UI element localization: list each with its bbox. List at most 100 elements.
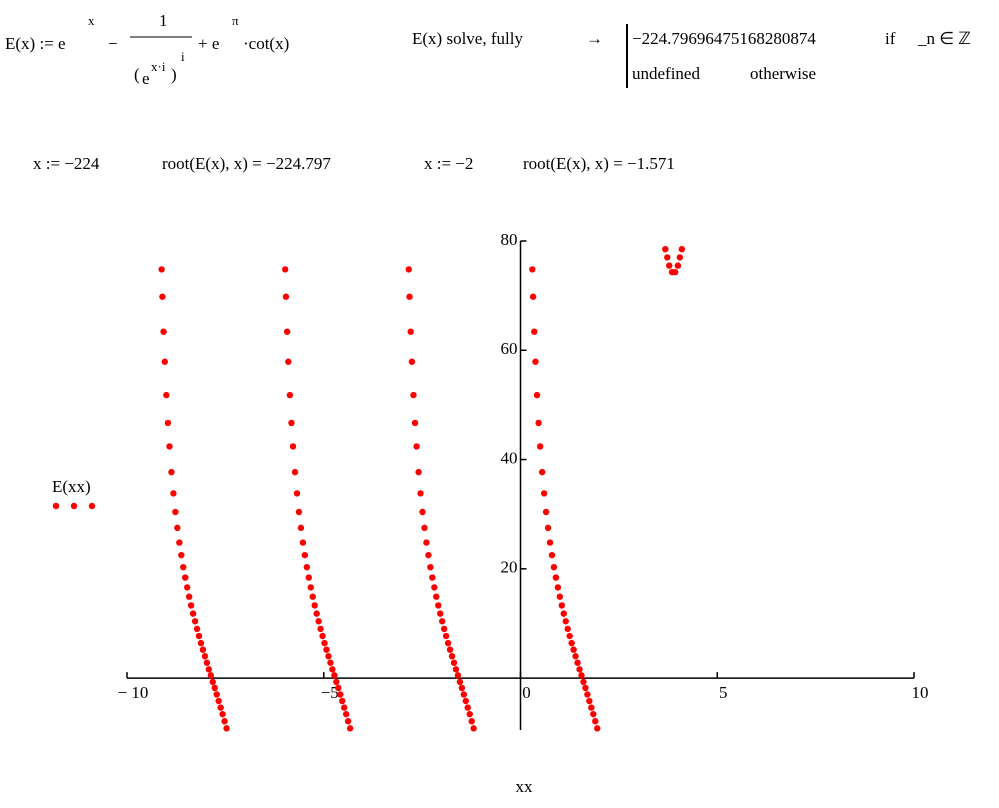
data-point xyxy=(576,666,583,673)
legend-marker xyxy=(88,502,96,510)
data-point xyxy=(193,625,201,633)
data-point xyxy=(438,618,446,625)
data-point xyxy=(452,666,460,673)
data-point xyxy=(580,678,587,686)
operator: − xyxy=(108,34,118,53)
data-point xyxy=(299,539,307,546)
data-point xyxy=(446,646,454,653)
data-point xyxy=(444,639,452,647)
data-point xyxy=(303,563,311,571)
data-point xyxy=(552,574,560,581)
data-point xyxy=(288,419,295,427)
data-point xyxy=(344,718,352,725)
data-point xyxy=(423,539,430,546)
data-point xyxy=(282,293,290,300)
denominator-base: e xyxy=(142,69,150,88)
data-point xyxy=(546,539,554,546)
data-point xyxy=(163,391,170,399)
paren: ( xyxy=(134,65,140,84)
data-point xyxy=(435,602,442,609)
data-point xyxy=(678,245,686,253)
data-point xyxy=(211,684,218,692)
data-point xyxy=(289,443,297,450)
data-point xyxy=(291,468,299,476)
data-point xyxy=(337,691,344,698)
case-value: undefined xyxy=(632,64,700,83)
data-point xyxy=(161,358,168,365)
data-point xyxy=(182,574,189,581)
data-point xyxy=(564,625,571,633)
y-tick-label: 60 xyxy=(501,339,518,358)
data-point xyxy=(325,653,332,660)
data-point xyxy=(201,653,209,660)
data-point xyxy=(417,490,424,497)
data-point xyxy=(536,443,544,450)
data-point xyxy=(529,293,537,300)
data-point xyxy=(572,653,579,660)
x-axis-label: xx xyxy=(516,777,534,796)
operator: + e xyxy=(198,34,219,53)
data-point xyxy=(333,678,340,686)
data-point xyxy=(311,602,318,609)
data-point xyxy=(219,710,226,718)
data-point xyxy=(433,593,440,600)
data-point xyxy=(203,659,211,666)
data-point xyxy=(305,574,312,581)
case-keyword: otherwise xyxy=(750,64,816,83)
definition-lhs: E(x) := e xyxy=(5,34,66,53)
data-point xyxy=(410,391,417,399)
paren: ) xyxy=(171,65,177,84)
y-tick-label: 20 xyxy=(501,558,518,577)
data-point xyxy=(286,391,294,399)
data-point xyxy=(458,684,466,692)
case-keyword: if xyxy=(885,29,896,48)
data-point xyxy=(556,593,564,600)
data-point xyxy=(342,710,350,718)
data-point xyxy=(174,524,181,532)
data-point xyxy=(317,625,324,633)
data-point xyxy=(468,718,475,725)
data-point xyxy=(588,704,595,711)
data-point xyxy=(215,697,222,705)
data-point xyxy=(532,358,539,365)
data-point xyxy=(535,419,542,427)
data-point xyxy=(425,551,432,559)
data-point xyxy=(664,254,671,261)
exponent: x·i xyxy=(151,59,166,74)
evaluation: x := −224 xyxy=(33,154,100,173)
data-point xyxy=(429,574,436,581)
data-point xyxy=(431,584,438,591)
data-point xyxy=(533,391,541,399)
evaluation: root(E(x), x) = −224.797 xyxy=(162,154,331,173)
data-point xyxy=(221,718,228,725)
data-point xyxy=(346,725,354,732)
data-point xyxy=(283,328,291,335)
data-point xyxy=(197,639,205,647)
data-point xyxy=(406,293,413,300)
data-point xyxy=(159,293,166,300)
x-tick-label: 0 xyxy=(522,683,531,702)
legend-label: E(xx) xyxy=(52,477,91,496)
data-point xyxy=(411,419,419,427)
case-value: −224.79696475168280874 xyxy=(632,29,816,48)
data-point xyxy=(440,625,448,633)
solve-command: E(x) solve, fully xyxy=(412,29,523,48)
data-point xyxy=(407,328,414,335)
data-point xyxy=(323,646,330,653)
data-point xyxy=(594,725,601,732)
definition-term: ·cot(x) xyxy=(243,34,289,53)
data-point xyxy=(187,602,195,609)
data-point xyxy=(548,551,556,559)
data-point xyxy=(554,584,562,591)
y-tick-label: 80 xyxy=(501,230,518,249)
data-point xyxy=(293,490,301,497)
data-point xyxy=(327,659,334,666)
data-point xyxy=(281,266,289,273)
data-point xyxy=(454,672,462,679)
data-point xyxy=(335,684,342,692)
data-point xyxy=(568,639,575,647)
data-point xyxy=(462,697,470,705)
data-point xyxy=(209,678,216,686)
data-point xyxy=(529,266,536,273)
